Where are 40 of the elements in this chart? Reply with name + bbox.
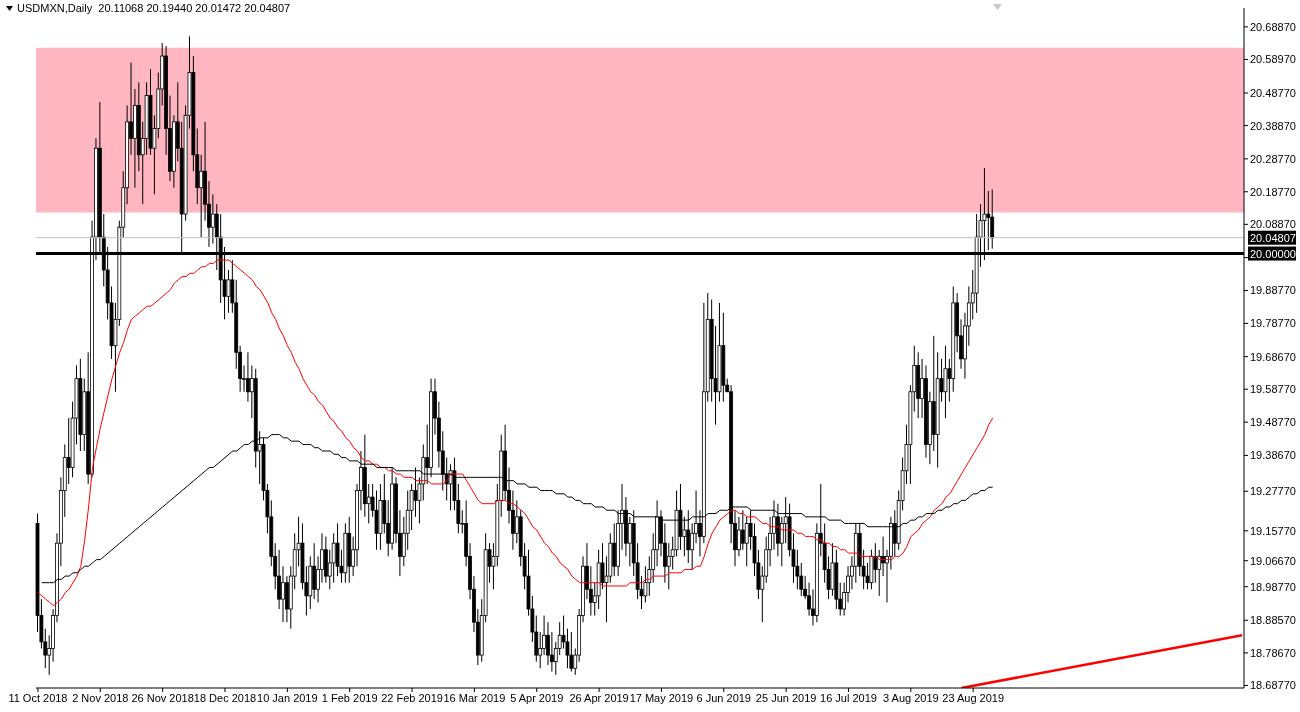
y-tick-label: 19.38670 [1250,449,1296,462]
y-tick-label: 19.15770 [1250,524,1296,537]
y-tick-label: 18.88570 [1250,614,1296,627]
y-tick-label: 19.48770 [1250,416,1296,429]
x-tick-label: 23 Aug 2019 [942,691,1005,704]
chart-title: USDMXN,Daily 20.11068 20.19440 20.01472 20.04807 [17,2,291,14]
x-tick-label: 2 Nov 2018 [72,691,129,704]
y-tick-label: 20.18770 [1250,185,1296,198]
y-tick-label: 20.68870 [1250,20,1296,33]
x-tick-label: 16 Jul 2019 [820,691,877,704]
x-tick-label: 26 Apr 2019 [569,691,629,704]
x-tick-label: 6 Jun 2019 [696,691,751,704]
y-tick-label: 18.98770 [1250,580,1296,593]
y-tick-label: 18.68770 [1250,679,1296,692]
y-tick-label: 19.78770 [1250,317,1296,330]
y-tick-label: 19.27770 [1250,485,1296,498]
y-tick-label: 20.48770 [1250,86,1296,99]
x-tick-label: 16 Mar 2019 [443,691,506,704]
y-tick-label: 18.78670 [1250,646,1296,659]
y-tick-label: 20.28770 [1250,152,1296,165]
x-tick-label: 11 Oct 2018 [8,691,68,704]
x-tick-label: 17 May 2019 [629,691,694,704]
x-tick-label: 1 Feb 2019 [321,691,378,704]
x-tick-label: 22 Feb 2019 [381,691,443,704]
x-tick-label: 5 Apr 2019 [510,691,564,704]
ref-line-label: 20.04807 [1250,231,1296,244]
ref-line-label: 20.00000 [1250,247,1296,260]
y-tick-label: 19.58770 [1250,383,1296,396]
x-tick-label: 18 Dec 2018 [193,691,257,704]
x-tick-label: 26 Nov 2018 [131,691,194,704]
y-tick-label: 20.58970 [1250,53,1296,66]
x-tick-label: 25 Jun 2019 [755,691,817,704]
y-tick-label: 19.88770 [1250,284,1296,297]
y-tick-label: 20.38870 [1250,119,1296,132]
y-tick-label: 19.68670 [1250,350,1296,363]
y-tick-label: 20.08870 [1250,218,1296,231]
x-tick-label: 10 Jan 2019 [257,691,318,704]
y-tick-label: 19.06670 [1250,554,1296,567]
x-tick-label: 3 Aug 2019 [882,691,939,704]
line-series [37,259,994,607]
